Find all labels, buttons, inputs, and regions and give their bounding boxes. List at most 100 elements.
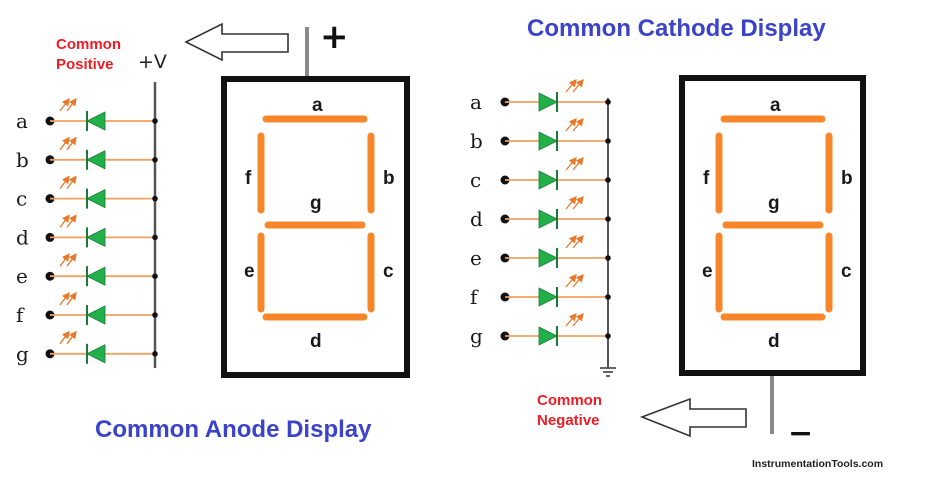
anode-light-arrow-icon <box>66 330 77 345</box>
cathode-bus-junction <box>605 333 611 339</box>
cathode-segment-label-d: d <box>768 331 780 352</box>
anode-pin-label-f: f <box>16 303 25 327</box>
anode-segment-label-g: g <box>310 193 322 214</box>
cathode-row-e: e <box>470 235 611 270</box>
cathode-light-arrow-icon <box>572 157 584 171</box>
cathode-led-diode-icon <box>538 170 558 190</box>
cathode-segment-label-g: g <box>768 193 780 214</box>
anode-led-diode-icon <box>86 266 106 286</box>
anode-bus-junction <box>152 273 158 280</box>
anode-bus-junction <box>152 351 158 357</box>
cathode-light-arrow-icon <box>572 196 584 210</box>
anode-row-f: f <box>16 291 158 327</box>
anode-pin-label-g: g <box>16 342 29 366</box>
anode-row-g: g <box>16 330 158 366</box>
anode-pin-label-b: b <box>16 148 29 172</box>
cathode-light-arrow-icon <box>572 235 584 249</box>
cathode-led-diode-icon <box>538 326 558 346</box>
anode-row-b: b <box>16 136 158 172</box>
anode-row-a: a <box>16 97 158 133</box>
cathode-bus-junction <box>605 99 611 105</box>
site-credit: InstrumentationTools.com <box>752 458 883 470</box>
anode-segment-label-c: c <box>383 261 394 282</box>
cathode-pin-label-a: a <box>470 90 482 114</box>
anode-pin-label-a: a <box>16 109 28 133</box>
common-cathode-title: Common Cathode Display <box>527 15 826 42</box>
cathode-light-arrow-icon <box>565 235 577 249</box>
cathode-bus-junction <box>605 138 611 144</box>
anode-light-arrow-icon <box>66 97 77 112</box>
anode-light-arrow-icon <box>59 97 70 112</box>
anode-segment-label-d: d <box>310 331 322 352</box>
cathode-pin-label-f: f <box>470 285 479 309</box>
anode-led-diode-icon <box>86 344 106 364</box>
cathode-pin-label-b: b <box>470 129 483 153</box>
cathode-segment-label-c: c <box>841 261 852 282</box>
positive-polarity-symbol: + <box>320 17 349 57</box>
common-negative-label-line2: Negative <box>537 412 600 429</box>
anode-light-arrow-icon <box>59 330 70 345</box>
anode-light-arrow-icon <box>66 136 77 151</box>
cathode-bus-junction <box>605 294 611 300</box>
cathode-light-arrow-icon <box>565 157 577 171</box>
anode-pin-label-d: d <box>16 225 29 249</box>
cathode-led-diode-icon <box>538 92 558 112</box>
anode-row-e: e <box>16 253 158 288</box>
cathode-segment-label-a: a <box>770 95 781 116</box>
anode-led-diode-icon <box>86 188 106 209</box>
cathode-bus-junction <box>605 216 611 222</box>
anode-light-arrow-icon <box>59 214 70 228</box>
supply-voltage-label: +V <box>138 51 167 73</box>
cathode-light-arrow-icon <box>565 79 577 93</box>
anode-bus-junction <box>152 195 158 202</box>
cathode-bus-junction <box>605 255 611 261</box>
negative-polarity-symbol: − <box>788 416 813 451</box>
common-positive-label-line1: Common <box>56 36 121 53</box>
anode-led-diode-icon <box>86 111 106 131</box>
anode-bus-junction <box>152 157 158 163</box>
cathode-digit: a b c d e f g <box>702 95 853 352</box>
cathode-light-arrow-icon <box>572 274 584 288</box>
cathode-segment-label-f: f <box>703 168 710 189</box>
anode-segment-label-b: b <box>383 168 395 189</box>
anode-row-c: c <box>16 175 158 211</box>
cathode-light-arrow-icon <box>565 118 577 132</box>
common-positive-label-line2: Positive <box>56 56 114 73</box>
anode-light-arrow-icon <box>59 136 70 151</box>
cathode-pin-label-d: d <box>470 207 483 231</box>
anode-light-arrow-icon <box>59 175 70 189</box>
cathode-light-arrow-icon <box>565 196 577 210</box>
cathode-led-diode-icon <box>538 209 558 229</box>
anode-light-arrow-icon <box>59 291 70 306</box>
anode-pin-label-c: c <box>16 187 27 211</box>
cathode-light-arrow-icon <box>572 118 584 132</box>
cathode-segment-label-e: e <box>702 261 713 282</box>
anode-digit: a b c d e f g <box>244 95 395 352</box>
anode-segment-label-e: e <box>244 261 255 282</box>
anode-led-diode-icon <box>86 305 106 325</box>
cathode-led-diode-icon <box>538 287 558 307</box>
anode-light-arrow-icon <box>66 214 77 228</box>
cathode-light-arrow-icon <box>565 274 577 288</box>
cathode-row-g: g <box>470 313 611 348</box>
cathode-led-diode-icon <box>538 131 558 151</box>
cathode-led-diode-icon <box>538 248 558 268</box>
anode-segment-label-f: f <box>245 168 252 189</box>
anode-light-arrow-icon <box>66 175 77 189</box>
ground-symbol-icon <box>600 367 616 377</box>
anode-light-arrow-icon <box>66 291 77 306</box>
anode-row-d: d <box>16 214 158 249</box>
cathode-segment-label-b: b <box>841 168 853 189</box>
cathode-row-b: b <box>470 118 611 153</box>
anode-bus-junction <box>152 118 158 124</box>
cathode-light-arrow-icon <box>572 79 584 93</box>
cathode-pin-label-c: c <box>470 168 481 192</box>
anode-pin-label-e: e <box>16 264 28 288</box>
anode-bus-junction <box>152 312 158 318</box>
common-positive-arrow-icon <box>184 22 289 62</box>
